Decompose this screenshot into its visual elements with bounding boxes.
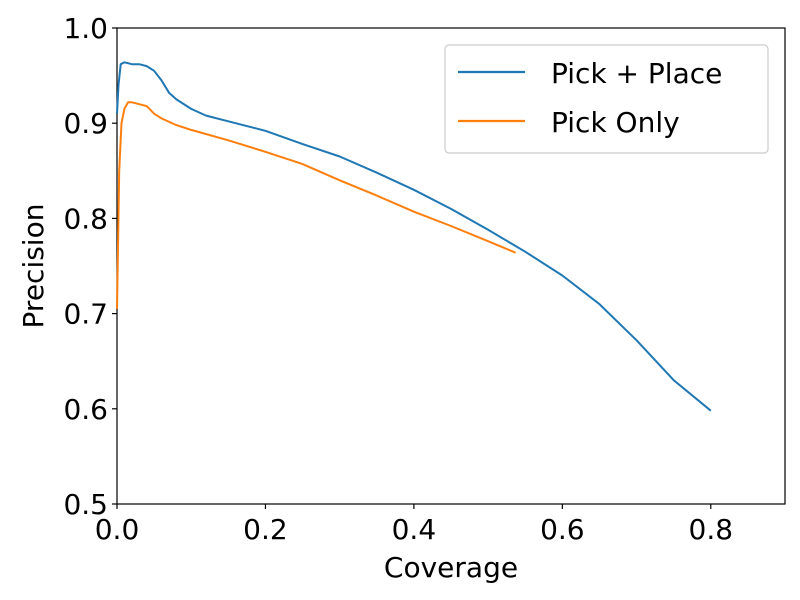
- plot-area: 0.0 0.2 0.4 0.6 0.8 0.5 0.6 0.7 0.8 0.9 1.0: [63, 12, 786, 546]
- x-tick-label: 0.8: [689, 513, 734, 546]
- legend-label-pick-place: Pick + Place: [551, 57, 722, 90]
- legend-box: [444, 44, 769, 154]
- y-axis-ticks: 0.5 0.6 0.7 0.8 0.9 1.0: [63, 12, 117, 521]
- x-tick-label: 0.0: [95, 513, 140, 546]
- series-line-pick-place: [116, 61, 712, 412]
- x-tick-label: 0.2: [243, 513, 288, 546]
- legend-label-pick-only: Pick Only: [551, 106, 680, 139]
- x-axis-label: Coverage: [384, 551, 518, 584]
- x-axis-ticks: 0.0 0.2 0.4 0.6 0.8: [95, 504, 733, 546]
- series-line-pick-only: [116, 101, 516, 309]
- x-tick-label: 0.4: [392, 513, 437, 546]
- y-tick-label: 0.6: [63, 393, 108, 426]
- series-layer: [116, 61, 712, 412]
- y-tick-label: 0.5: [63, 488, 108, 521]
- y-tick-label: 0.9: [63, 107, 108, 140]
- y-axis-label: Precision: [17, 204, 50, 329]
- y-tick-label: 0.8: [63, 202, 108, 235]
- x-tick-label: 0.6: [540, 513, 585, 546]
- legend: Pick + Place Pick Only: [444, 44, 769, 154]
- y-tick-label: 0.7: [63, 298, 108, 331]
- y-tick-label: 1.0: [63, 12, 108, 45]
